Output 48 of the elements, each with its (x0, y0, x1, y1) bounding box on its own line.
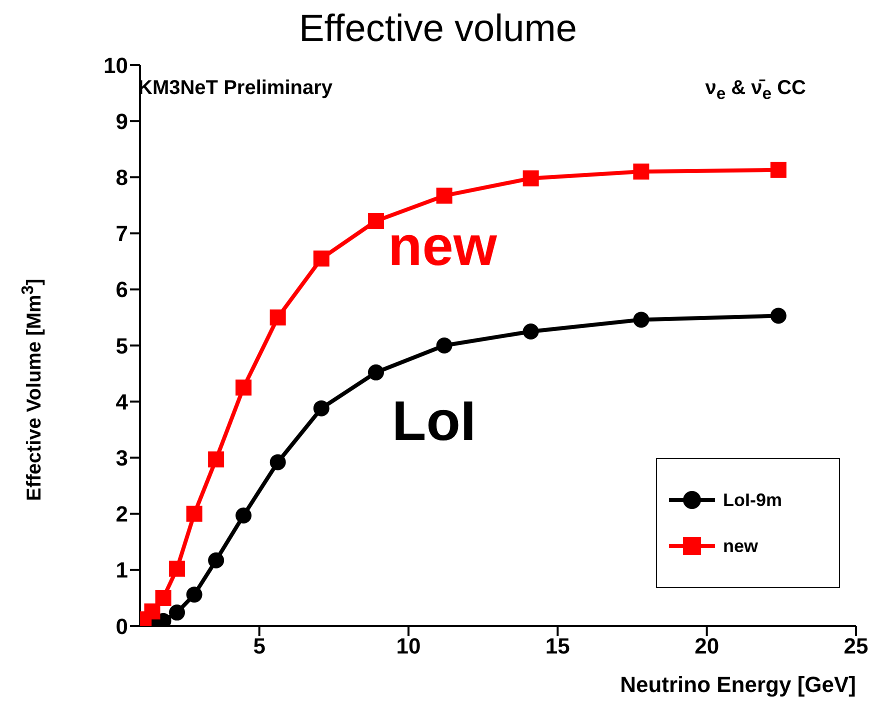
point (155, 590, 172, 606)
point (186, 506, 202, 522)
point (770, 162, 786, 178)
y-tick-label: 6 (116, 277, 128, 302)
y-tick-label: 0 (116, 614, 128, 639)
x-tick-label: 20 (694, 634, 720, 659)
point (770, 308, 786, 324)
point (168, 604, 185, 621)
point (633, 164, 650, 180)
point (186, 586, 202, 603)
x-tick-label: 10 (396, 634, 421, 659)
point (633, 312, 650, 328)
y-tick-label: 4 (116, 389, 129, 414)
legend-label: new (723, 536, 758, 556)
x-axis-title: Neutrino Energy [GeV] (620, 672, 856, 698)
point (436, 188, 452, 204)
y-tick-label: 8 (116, 165, 128, 190)
y-tick-label: 2 (116, 502, 128, 527)
y-tick-label: 1 (116, 558, 128, 583)
x-tick-label: 25 (844, 634, 868, 659)
annotation: LoI (392, 388, 476, 453)
legend-label: LoI-9m (723, 490, 782, 510)
x-tick-label: 15 (545, 634, 570, 659)
y-tick-label: 10 (104, 52, 128, 78)
annotation: KM3NeT Preliminary (138, 77, 333, 100)
point (522, 323, 539, 340)
point (313, 400, 330, 416)
y-tick-label: 9 (116, 108, 128, 134)
annotation: new (388, 213, 497, 278)
x-tick-label: 5 (253, 634, 266, 659)
point (236, 380, 252, 396)
point (208, 552, 224, 568)
point (522, 170, 539, 186)
y-tick-label: 3 (116, 446, 128, 471)
point (270, 309, 286, 326)
y-tick-label: 7 (116, 221, 128, 246)
point (236, 507, 252, 524)
point (368, 364, 384, 380)
chart-title: Effective volume (298, 8, 578, 51)
point (144, 603, 160, 620)
y-tick-label: 5 (116, 333, 128, 358)
point (270, 454, 286, 470)
point (313, 250, 330, 267)
point (436, 338, 452, 354)
annotation: ν$_{e}$ & ν̄$_{e}$ CC (705, 77, 806, 104)
point (168, 560, 185, 577)
point (368, 212, 384, 229)
point (208, 451, 224, 468)
